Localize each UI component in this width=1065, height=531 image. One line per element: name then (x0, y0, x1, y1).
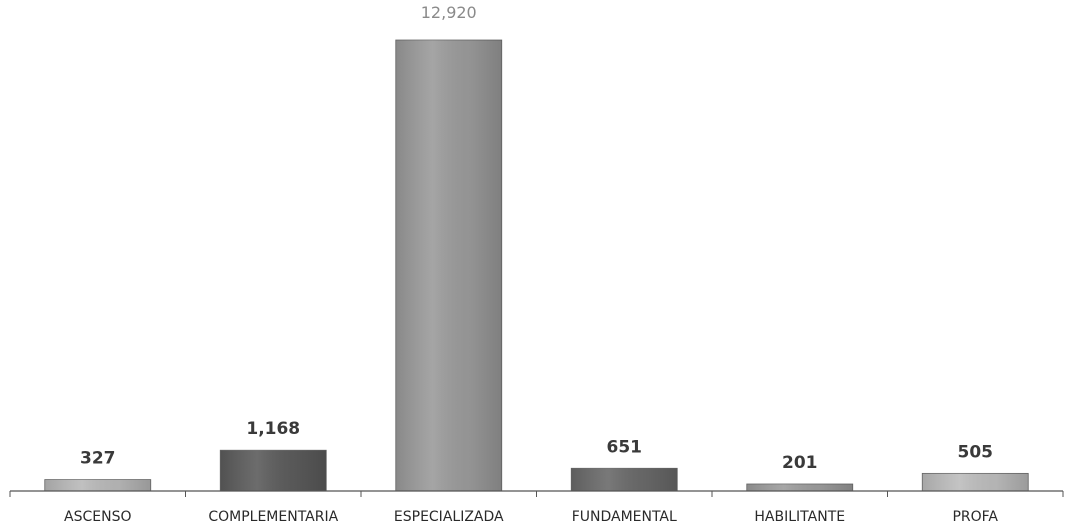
category-label-profa: PROFA (952, 509, 998, 525)
x-axis-ticks (9, 491, 1064, 497)
category-label-habilitante: HABILITANTE (754, 509, 845, 525)
bar-shading-ascenso (44, 479, 151, 491)
value-label-profa: 505 (958, 442, 994, 462)
bar-profa (921, 472, 1029, 492)
bar-shading-fundamental (571, 468, 678, 491)
category-label-ascenso: ASCENSO (64, 509, 131, 525)
value-label-complementaria: 1,168 (246, 419, 300, 439)
bar-shading-especializada (395, 40, 502, 491)
value-label-fundamental: 651 (607, 437, 643, 457)
bar-especializada (395, 39, 503, 492)
value-label-ascenso: 327 (80, 449, 116, 469)
value-labels-layer: 327 1,168 12,920 651 201 505 (80, 3, 993, 473)
bars-layer (44, 39, 1029, 492)
bar-habilitante (746, 483, 854, 492)
bar-fundamental (570, 467, 678, 492)
category-labels-layer: ASCENSO COMPLEMENTARIA ESPECIALIZADA FUNDAM… (64, 509, 998, 525)
value-label-habilitante: 201 (782, 453, 818, 473)
bar-shading-profa (922, 473, 1029, 491)
value-label-especializada: 12,920 (421, 3, 477, 22)
bar-complementaria (219, 449, 327, 492)
bar-shading-habilitante (746, 483, 853, 491)
category-label-fundamental: FUNDAMENTAL (572, 509, 677, 525)
bar-shading-complementaria (220, 450, 327, 491)
bar-ascenso (44, 479, 152, 492)
category-label-especializada: ESPECIALIZADA (394, 509, 504, 525)
category-label-complementaria: COMPLEMENTARIA (208, 509, 338, 525)
